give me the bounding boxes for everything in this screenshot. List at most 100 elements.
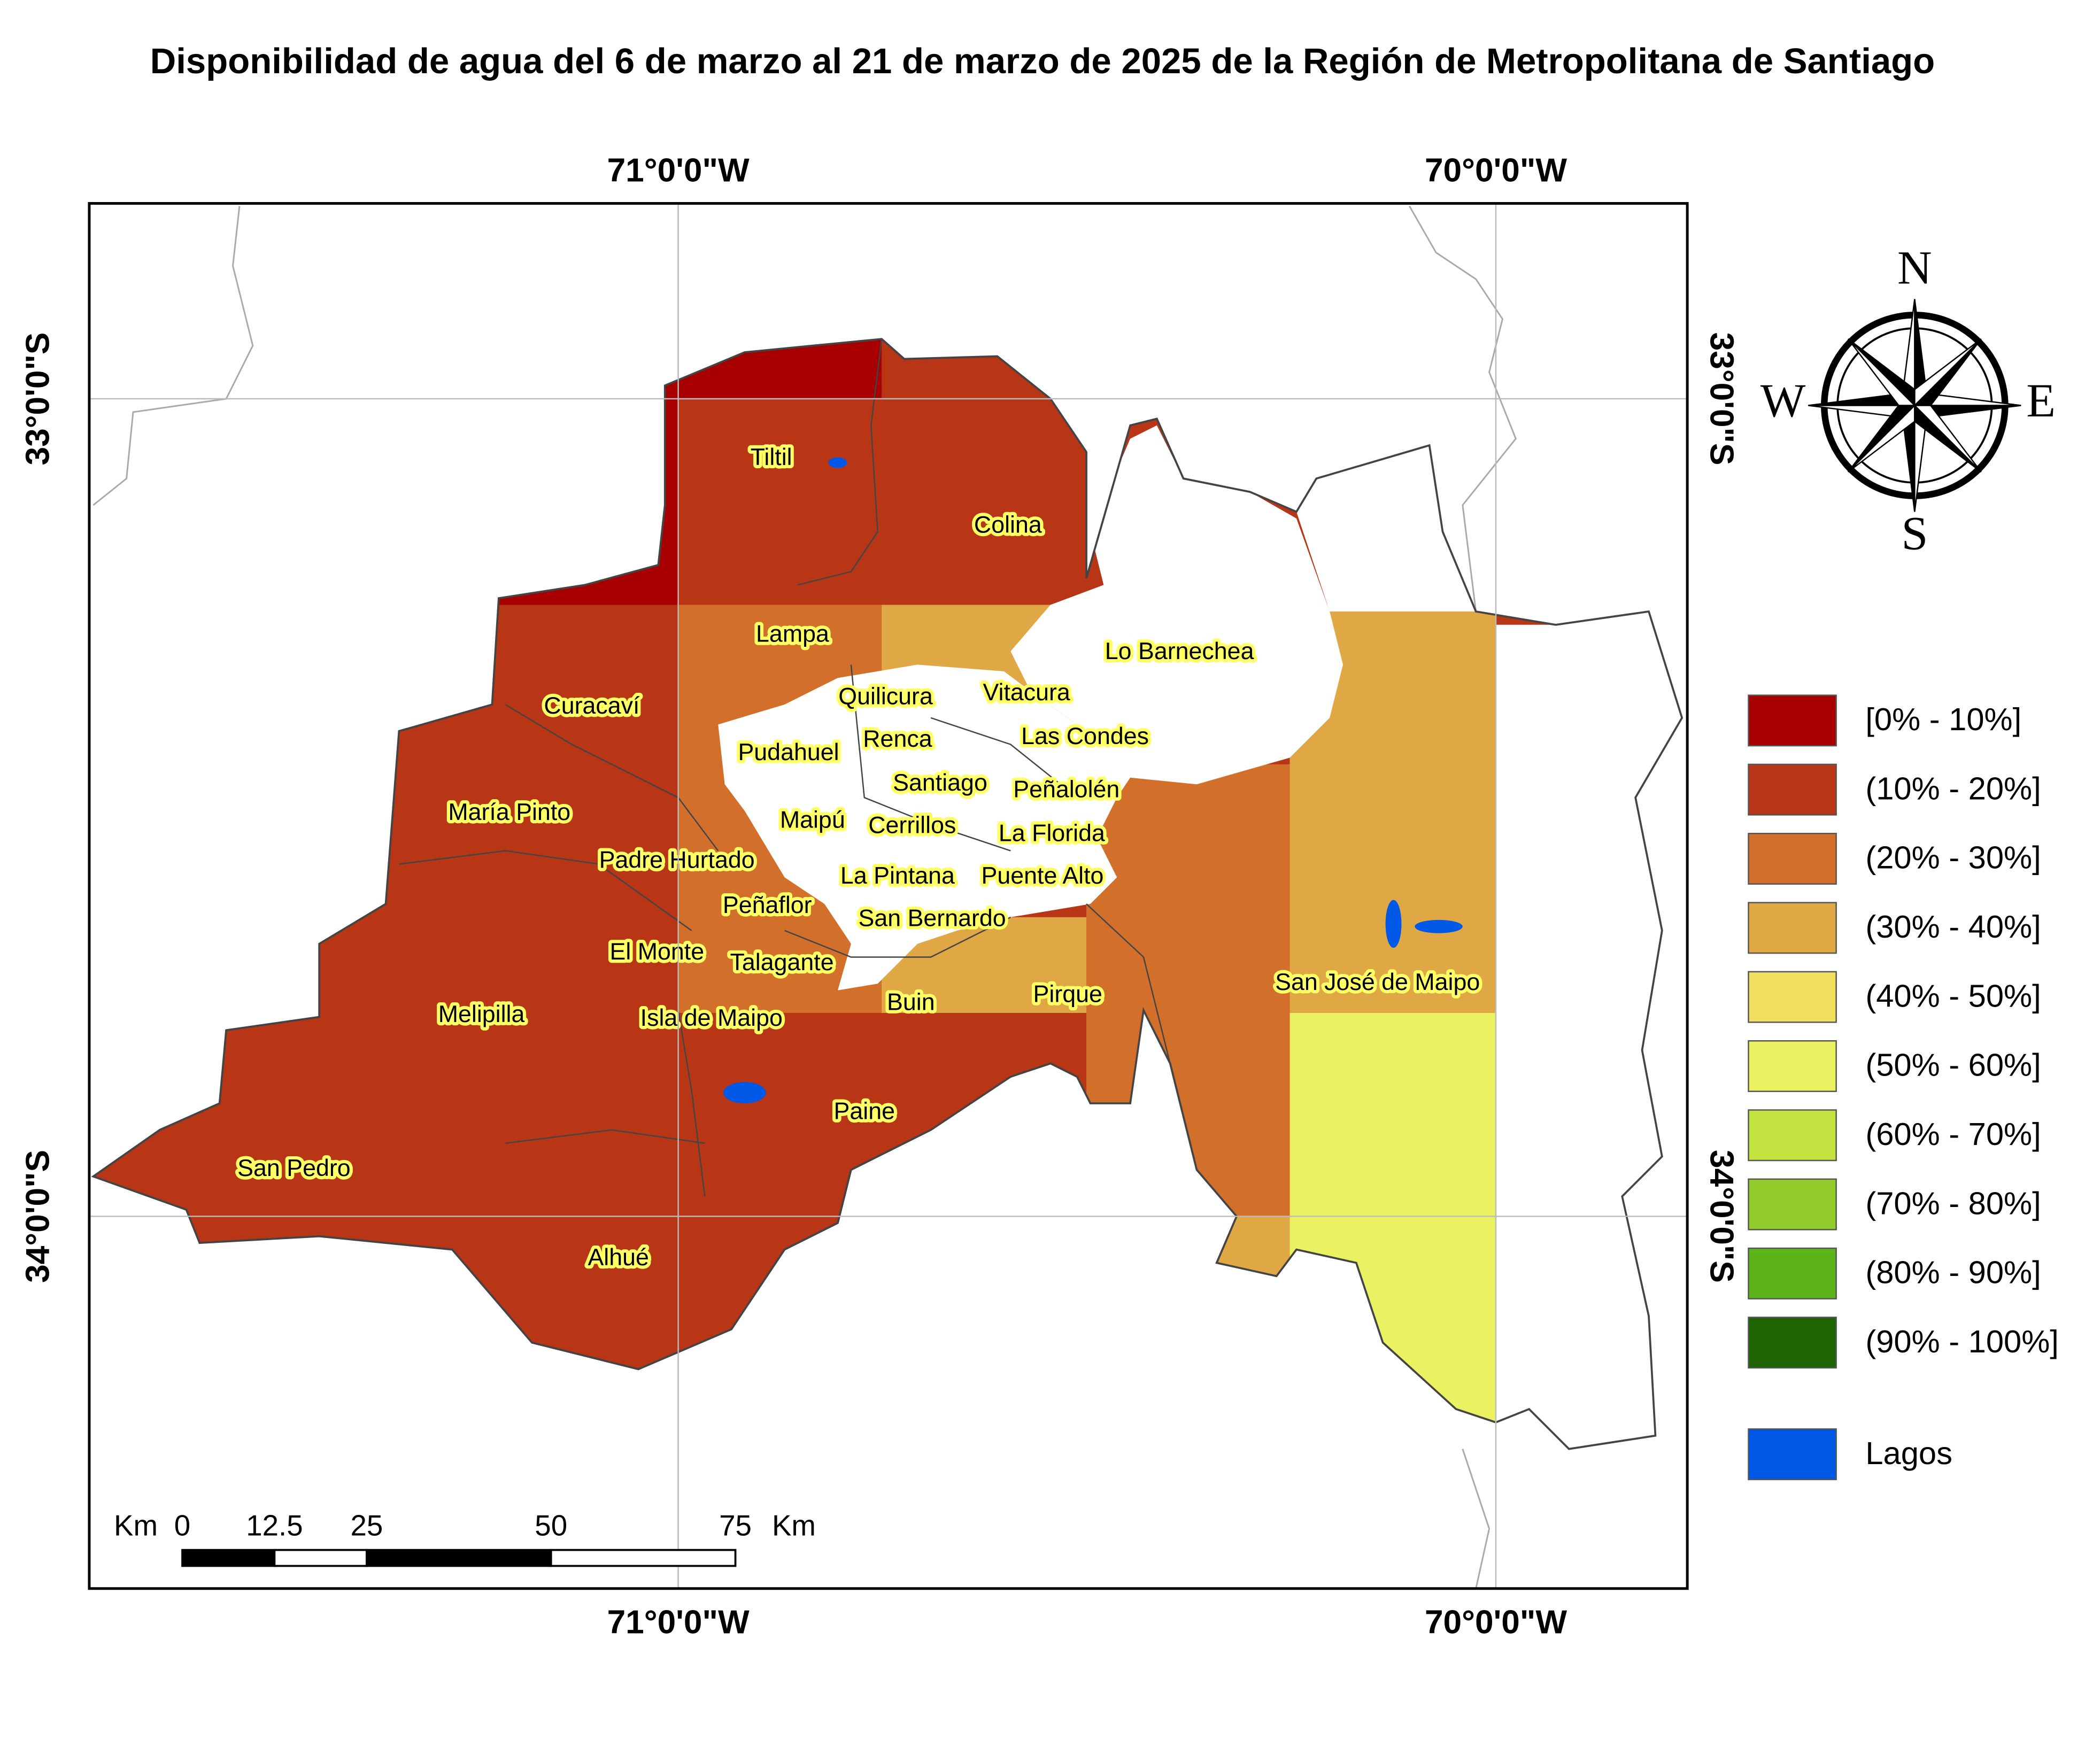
compass-rose (1808, 299, 2021, 512)
class-cell (1086, 764, 1290, 1217)
commune-label: San José de Maipo (1275, 969, 1480, 995)
commune-label: Quilicura (838, 683, 933, 709)
commune-label: Buin (887, 988, 935, 1015)
legend-swatch (1748, 694, 1837, 747)
class-cell (638, 339, 882, 399)
legend-label: (20% - 30%] (1865, 840, 2041, 876)
class-cell (478, 558, 678, 605)
commune-label: Alhué (588, 1244, 648, 1271)
legend-swatch (1748, 902, 1837, 954)
compass-east: E (2026, 374, 2056, 427)
commune-label: San Bernardo (859, 905, 1006, 932)
scale-unit: Km (772, 1508, 816, 1542)
legend-swatch (1748, 1317, 1837, 1369)
lon-label: 71°0'0"W (607, 152, 750, 189)
legend: [0% - 10%] (10% - 20%] (20% - 30%] (30% - 4… (1748, 694, 2059, 1481)
lake (1385, 900, 1402, 948)
legend-label: Lagos (1865, 1435, 1952, 1471)
scale-segment (550, 1549, 737, 1567)
lon-label: 71°0'0"W (607, 1604, 750, 1641)
compass-south: S (1901, 507, 1928, 560)
commune-label: Vitacura (983, 679, 1070, 706)
commune-label: Colina (974, 512, 1042, 538)
lat-label: 33°0'0"S (19, 332, 56, 466)
no-data-area (1496, 611, 1682, 1449)
legend-label: (80% - 90%] (1865, 1255, 2041, 1290)
no-data-area (718, 664, 1131, 991)
lon-label: 70°0'0"W (1425, 1604, 1567, 1641)
legend-label: (50% - 60%] (1865, 1047, 2041, 1083)
legend-swatch (1748, 1178, 1837, 1231)
commune-label: Maipú (780, 807, 845, 833)
legend-swatch (1748, 1040, 1837, 1092)
legend-label: (40% - 50%] (1865, 978, 2041, 1013)
commune-label: La Florida (999, 820, 1105, 847)
no-data-area (1296, 445, 1476, 612)
legend-swatch (1748, 1428, 1837, 1481)
commune-label: Pudahuel (738, 739, 839, 765)
commune-label: Talagante (730, 949, 834, 976)
scale-unit: Km (114, 1508, 158, 1542)
commune-label: María Pinto (448, 799, 570, 825)
scale-tick-label: 75 (719, 1508, 752, 1542)
scale-segment (273, 1549, 368, 1567)
legend-label: [0% - 10%] (1865, 701, 2021, 737)
commune-label: Lo Barnechea (1105, 638, 1254, 664)
scale-tick-label: 0 (174, 1508, 190, 1542)
commune-label: Padre Hurtado (599, 846, 755, 873)
legend-swatch (1748, 763, 1837, 816)
commune-label: Las Condes (1021, 723, 1149, 749)
map-frame (88, 202, 1689, 1590)
legend-swatch (1748, 1109, 1837, 1162)
compass-north: N (1897, 241, 1932, 294)
commune-label: Lampa (756, 621, 829, 647)
lake (1415, 919, 1463, 933)
legend-label: (30% - 40%] (1865, 909, 2041, 945)
commune-borders (399, 339, 1171, 1197)
commune-label: Curacaví (544, 692, 640, 719)
commune-label: San Pedro (237, 1155, 350, 1181)
commune-label: Peñaflor (723, 892, 812, 918)
scale-segment (181, 1549, 276, 1567)
legend-label: (90% - 100%] (1865, 1324, 2059, 1359)
commune-label: El Monte (610, 938, 705, 965)
lake (723, 1082, 766, 1104)
scale-tick-label: 50 (535, 1508, 567, 1542)
scale-segment (366, 1549, 552, 1567)
commune-labels: Tiltil Colina Lampa Lo Barnechea Curacaví Qui… (234, 440, 1483, 1274)
scale-tick-label: 25 (350, 1508, 383, 1542)
commune-label: Tiltil (751, 444, 792, 470)
commune-label: Pirque (1033, 980, 1102, 1007)
commune-label: Paine (834, 1097, 895, 1124)
compass-west: W (1760, 374, 1806, 427)
legend-label: (70% - 80%] (1865, 1185, 2041, 1221)
commune-label: Melipilla (438, 1001, 525, 1027)
lat-label: 34°0'0"S (19, 1150, 56, 1283)
class-cell (1196, 1216, 1290, 1296)
graticule (89, 203, 1688, 1589)
commune-label: Isla de Maipo (640, 1004, 783, 1031)
legend-swatch (1748, 971, 1837, 1023)
commune-label: Cerrillos (868, 812, 956, 839)
commune-label: Renca (863, 725, 932, 752)
map-title: Disponibilidad de agua del 6 de marzo al… (150, 41, 1935, 81)
legend-swatch (1748, 832, 1837, 885)
legend-label: (60% - 70%] (1865, 1116, 2041, 1152)
class-cell (1289, 1012, 1496, 1429)
commune-label: La Pintana (840, 862, 955, 889)
scale-bar: Km 0 12.5 25 50 75 Km (114, 1508, 816, 1567)
no-data-area (1010, 425, 1343, 785)
lake (828, 457, 847, 468)
commune-label: Puente Alto (982, 862, 1104, 889)
lat-label: 33°0'0"S (1703, 332, 1740, 466)
commune-label: Peñalolén (1013, 776, 1119, 802)
lon-label: 70°0'0"W (1425, 152, 1567, 189)
legend-label: (10% - 20%] (1865, 770, 2041, 806)
commune-label: Santiago (893, 769, 987, 796)
lakes (723, 457, 1463, 1104)
legend-swatch (1748, 1247, 1837, 1299)
lat-label: 34°0'0"S (1703, 1150, 1740, 1283)
scale-tick-label: 12.5 (246, 1508, 303, 1542)
